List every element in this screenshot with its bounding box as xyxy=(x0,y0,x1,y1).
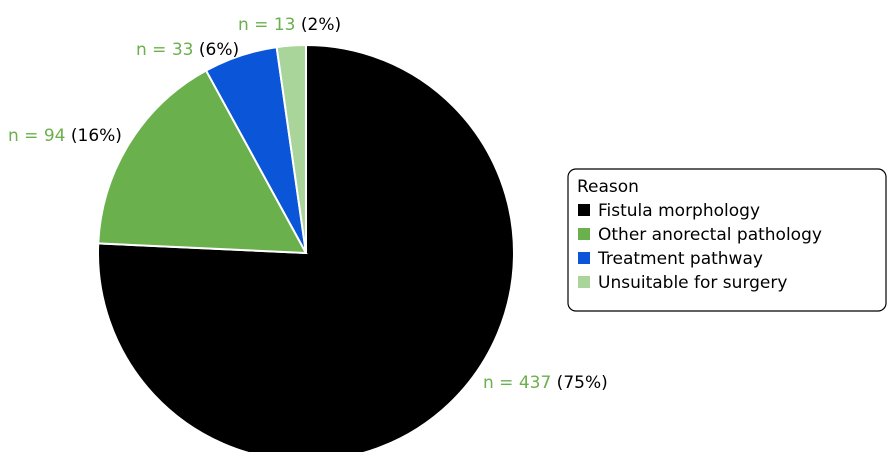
legend-swatch xyxy=(578,276,590,288)
slice-percent-label: (6%) xyxy=(193,40,239,60)
legend-label: Treatment pathway xyxy=(597,249,763,269)
slice-count-label: n = 13 xyxy=(238,15,295,35)
pie-slice-unsuitable-for-surgery xyxy=(275,43,307,254)
legend: Reason Fistula morphology Other anorectal… xyxy=(567,168,887,312)
slice-count-label: n = 94 xyxy=(8,126,65,146)
legend-label: Fistula morphology xyxy=(598,201,760,221)
legend-swatch xyxy=(578,228,590,240)
slice-labels: n = 437 (75%)n = 94 (16%)n = 33 (6%)n = … xyxy=(8,15,608,393)
legend-swatch xyxy=(578,204,590,216)
legend-items: Fistula morphology Other anorectal pathol… xyxy=(578,201,822,293)
slice-percent-label: (75%) xyxy=(551,373,607,393)
slice-label: n = 13 (2%) xyxy=(238,15,341,35)
legend-title: Reason xyxy=(577,177,639,197)
legend-label: Other anorectal pathology xyxy=(598,225,822,245)
pie-slices xyxy=(97,43,515,452)
pie-slice-fistula-morphology xyxy=(97,43,515,452)
pie-slice-other-anorectal-pathology xyxy=(97,69,308,255)
slice-percent-label: (2%) xyxy=(295,15,341,35)
slice-label: n = 33 (6%) xyxy=(136,40,239,60)
slice-count-label: n = 33 xyxy=(136,40,193,60)
slice-label: n = 437 (75%) xyxy=(483,373,608,393)
slice-label: n = 94 (16%) xyxy=(8,126,122,146)
legend-swatch xyxy=(578,252,590,264)
slice-count-label: n = 437 xyxy=(483,373,551,393)
legend-label: Unsuitable for surgery xyxy=(598,273,787,293)
slice-percent-label: (16%) xyxy=(65,126,121,146)
legend-box xyxy=(567,168,887,312)
